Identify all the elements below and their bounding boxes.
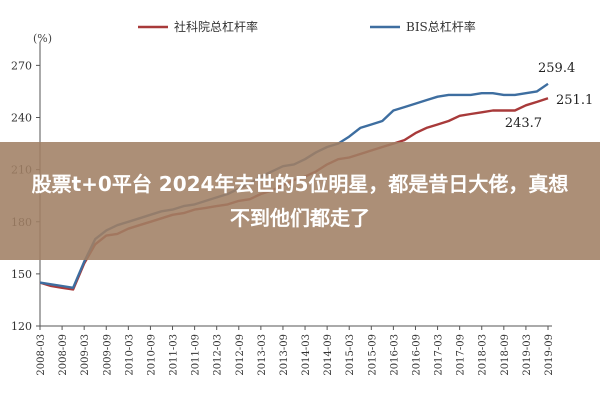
legend-label-series-2: BIS总杠杆率 [406, 19, 476, 34]
x-tick-label: 2008-03 [36, 334, 47, 376]
data-annotation-label: 259.4 [538, 61, 575, 76]
x-tick-label: 2013-09 [279, 334, 290, 376]
x-axis-ticks: 2008-03 2008-09 2009-03 2009-09 2010-03 2010-… [36, 326, 555, 376]
x-tick-label: 2016-09 [411, 334, 422, 376]
x-tick-label: 2014-03 [301, 334, 312, 376]
y-tick-label: 240 [11, 112, 32, 125]
headline-banner: 股票t+0平台 2024年去世的5位明星，都是昔日大佬，真想不到他们都走了 [0, 142, 600, 260]
x-tick-label: 2017-03 [434, 334, 445, 376]
x-tick-label: 2019-03 [522, 334, 533, 376]
y-axis-unit-label: (%) [33, 32, 52, 45]
x-tick-label: 2010-03 [124, 334, 135, 376]
x-tick-label: 2011-09 [191, 334, 202, 376]
x-tick-label: 2014-09 [323, 334, 334, 376]
x-tick-label: 2008-09 [58, 334, 69, 376]
x-tick-label: 2009-09 [102, 334, 113, 376]
x-tick-label: 2015-09 [367, 334, 378, 376]
x-tick-label: 2019-09 [544, 334, 555, 376]
y-tick-label: 120 [11, 320, 32, 333]
headline-text: 股票t+0平台 2024年去世的5位明星，都是昔日大佬，真想不到他们都走了 [31, 172, 569, 230]
chart-legend: 社科院总杠杆率 BIS总杠杆率 [138, 19, 476, 34]
data-annotation-label: 243.7 [505, 116, 542, 131]
x-tick-label: 2017-09 [456, 334, 467, 376]
x-tick-label: 2015-03 [345, 334, 356, 376]
legend-label-series-1: 社科院总杠杆率 [174, 19, 258, 34]
data-annotation-label: 251.1 [556, 93, 593, 108]
x-tick-label: 2012-09 [235, 334, 246, 376]
x-tick-label: 2010-09 [146, 334, 157, 376]
x-tick-label: 2016-03 [389, 334, 400, 376]
x-tick-label: 2018-09 [500, 334, 511, 376]
x-tick-label: 2018-03 [478, 334, 489, 376]
x-tick-label: 2009-03 [80, 334, 91, 376]
x-tick-label: 2012-03 [213, 334, 224, 376]
y-tick-label: 150 [11, 268, 32, 281]
x-tick-label: 2011-03 [169, 334, 180, 376]
y-tick-label: 270 [11, 59, 32, 72]
chart-annotations: 259.4 251.1 243.7 [505, 61, 593, 131]
x-tick-label: 2013-03 [257, 334, 268, 376]
